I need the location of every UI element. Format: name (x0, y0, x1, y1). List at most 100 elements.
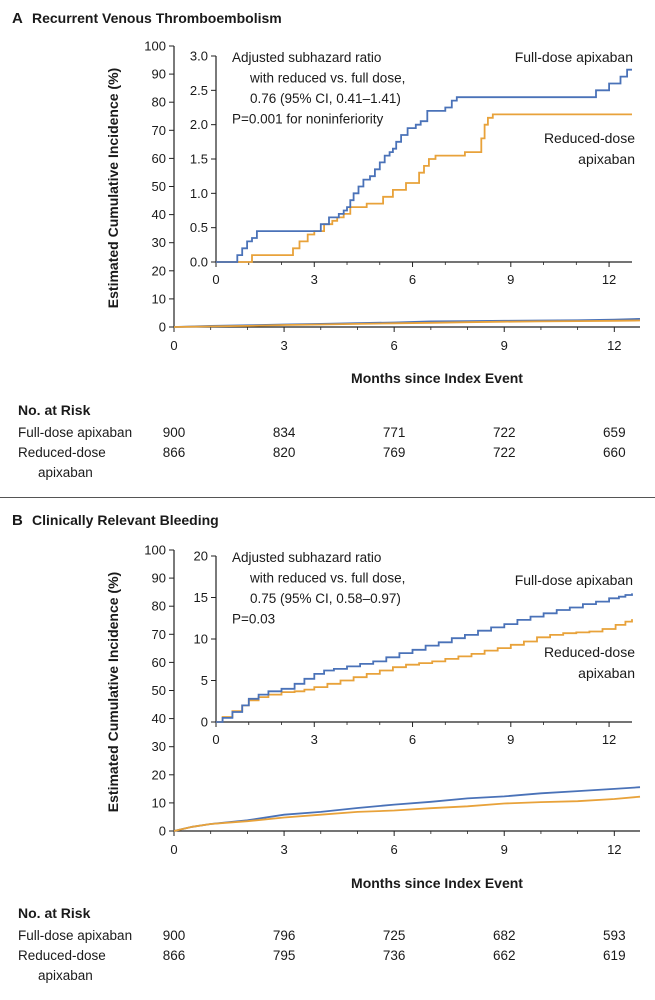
panel-b-ytick-label-0: 0 (159, 824, 166, 839)
panel-b-inset-xtick-label-3: 3 (311, 732, 318, 747)
panel-a-xtick-label-0: 0 (170, 338, 177, 353)
panel-a-ytick-label-10: 10 (152, 291, 166, 306)
panel-a-ytick-label-40: 40 (152, 207, 166, 222)
panel-b-inset-xtick-label-9: 9 (507, 732, 514, 747)
panel-b-risk-value-2-4: 619 (603, 948, 626, 963)
panel-a-annotation-line-1: Adjusted subhazard ratio (232, 50, 381, 65)
panel-b-annotation-line-2: with reduced vs. full dose, (249, 571, 405, 586)
panel-a-inset-xtick-label-3: 3 (311, 272, 318, 287)
panel-a-inset-xtick-label-12: 12 (602, 272, 616, 287)
panel-b-risk-value-2-1: 795 (273, 948, 296, 963)
panel-a-risk-label-1: Full-dose apixaban (18, 425, 132, 440)
panel-b-inset-xtick-label-12: 12 (602, 732, 616, 747)
panel-b-ytick-label-70: 70 (152, 627, 166, 642)
panel-b-inset-ytick-label-5: 5 (201, 673, 208, 688)
panel-b-inset-ytick-label-20: 20 (194, 549, 208, 564)
panel-a-risk-value-2-0: 866 (163, 445, 186, 460)
panel-b-xlabel: Months since Index Event (351, 875, 523, 891)
panel-a-series-reduced (173, 319, 641, 328)
panel-b-xtick-label-3: 3 (280, 842, 287, 857)
panel-a-inset-ytick-label-0.5: 0.5 (190, 220, 208, 235)
panel-a-inset-ytick-label-1.5: 1.5 (190, 152, 208, 167)
panel-a-legend-reduced-2: apixaban (578, 151, 635, 167)
panel-b-risk-value-1-2: 725 (383, 928, 406, 943)
panel-b-annotation-line-3: 0.75 (95% CI, 0.58–0.97) (250, 591, 401, 606)
panel-b-legend-reduced-1: Reduced-dose (544, 644, 635, 660)
panel-divider (0, 497, 655, 498)
panel-a-ytick-label-80: 80 (152, 95, 166, 110)
panel-b-risk-value-2-2: 736 (383, 948, 406, 963)
panel-b-risk-label-1: Full-dose apixaban (18, 928, 132, 943)
panel-a-risk-value-1-1: 834 (273, 425, 296, 440)
panel-b-inset-ytick-label-10: 10 (194, 632, 208, 647)
panel-a-ytick-label-100: 100 (144, 39, 166, 54)
panel-a-ytick-label-0: 0 (159, 320, 166, 335)
panel-b-legend-reduced-2: apixaban (578, 665, 635, 681)
panel-b-legend-full: Full-dose apixaban (515, 572, 633, 588)
panel-a-risk-value-1-2: 771 (383, 425, 406, 440)
panel-b-inset-series-reduced (216, 619, 633, 723)
panel-a-inset-series-full (216, 68, 632, 263)
panel-b-ytick-label-10: 10 (152, 795, 166, 810)
panel-a-xtick-label-9: 9 (501, 338, 508, 353)
panel-b-ylabel: Estimated Cumulative Incidence (%) (105, 572, 121, 812)
panel-b-annotation-line-4: P=0.03 (232, 612, 275, 627)
panel-a-inset-ytick-label-3.0: 3.0 (190, 49, 208, 64)
panel-a-inset-ytick-label-0.0: 0.0 (190, 255, 208, 270)
panel-b-risk-value-2-0: 866 (163, 948, 186, 963)
panel-a-risk-value-1-0: 900 (163, 425, 186, 440)
panel-a-annotation-line-3: 0.76 (95% CI, 0.41–1.41) (250, 91, 401, 106)
panel-a-risk-label-2b: apixaban (38, 465, 93, 480)
panel-a-risk-value-1-4: 659 (603, 425, 626, 440)
panel-a-inset-series-reduced (216, 113, 632, 263)
panel-a-xlabel: Months since Index Event (351, 370, 523, 386)
panel-a-ytick-label-20: 20 (152, 263, 166, 278)
panel-b-risk-value-1-4: 593 (603, 928, 626, 943)
panel-b-risk-value-2-3: 662 (493, 948, 516, 963)
panel-b-annotation-line-1: Adjusted subhazard ratio (232, 550, 381, 565)
panel-b-inset-series-full (216, 593, 633, 723)
panel-a-legend-reduced-1: Reduced-dose (544, 130, 635, 146)
panel-a-inset-xtick-label-6: 6 (409, 272, 416, 287)
panel-a-inset-ytick-label-2.5: 2.5 (190, 83, 208, 98)
panel-a-ytick-label-50: 50 (152, 179, 166, 194)
panel-b-xtick-label-0: 0 (170, 842, 177, 857)
panel-a-risk-value-2-3: 722 (493, 445, 516, 460)
panel-b-ytick-label-90: 90 (152, 571, 166, 586)
panel-b-series-reduced (173, 795, 641, 832)
panel-a-ytick-label-70: 70 (152, 123, 166, 138)
panel-a-ylabel: Estimated Cumulative Incidence (%) (105, 68, 121, 308)
panel-b-ytick-label-60: 60 (152, 655, 166, 670)
panel-b-risk-label-2b: apixaban (38, 968, 93, 983)
panel-a-inset-xtick-label-9: 9 (507, 272, 514, 287)
panel-a-risk-value-2-1: 820 (273, 445, 296, 460)
panel-b-inset-xtick-label-6: 6 (409, 732, 416, 747)
panel-a-legend-full: Full-dose apixaban (515, 49, 633, 65)
panel-b-inset-ytick-label-15: 15 (194, 590, 208, 605)
panel-b-ytick-label-40: 40 (152, 711, 166, 726)
panel-a-inset-ytick-label-1.0: 1.0 (190, 186, 208, 201)
panel-a-inset-xtick-label-0: 0 (212, 272, 219, 287)
panel-a-risk-value-2-4: 660 (603, 445, 626, 460)
panel-a-inset-ytick-label-2.0: 2.0 (190, 117, 208, 132)
panel-b-ytick-label-30: 30 (152, 739, 166, 754)
panel-b-inset-xtick-label-0: 0 (212, 732, 219, 747)
panel-b-title: Clinically Relevant Bleeding (32, 512, 219, 528)
panel-b-xtick-label-6: 6 (391, 842, 398, 857)
panel-b-risk-value-1-3: 682 (493, 928, 516, 943)
panel-b-ytick-label-50: 50 (152, 683, 166, 698)
panel-a-annotation-line-4: P=0.001 for noninferiority (232, 112, 383, 127)
panel-a-ytick-label-30: 30 (152, 235, 166, 250)
panel-a-risk-label-2: Reduced-dose (18, 445, 106, 460)
panel-b-inset-ytick-label-0: 0 (201, 715, 208, 730)
panel-a-xtick-label-12: 12 (607, 338, 621, 353)
panel-b-ytick-label-20: 20 (152, 767, 166, 782)
panel-a-xtick-label-6: 6 (391, 338, 398, 353)
panel-b-risk-value-1-0: 900 (163, 928, 186, 943)
panel-b-risk-heading: No. at Risk (18, 905, 91, 921)
panel-a-xtick-label-3: 3 (280, 338, 287, 353)
panel-a-ytick-label-60: 60 (152, 151, 166, 166)
panel-b-ytick-label-100: 100 (144, 543, 166, 558)
panel-b-letter: B (12, 512, 23, 529)
